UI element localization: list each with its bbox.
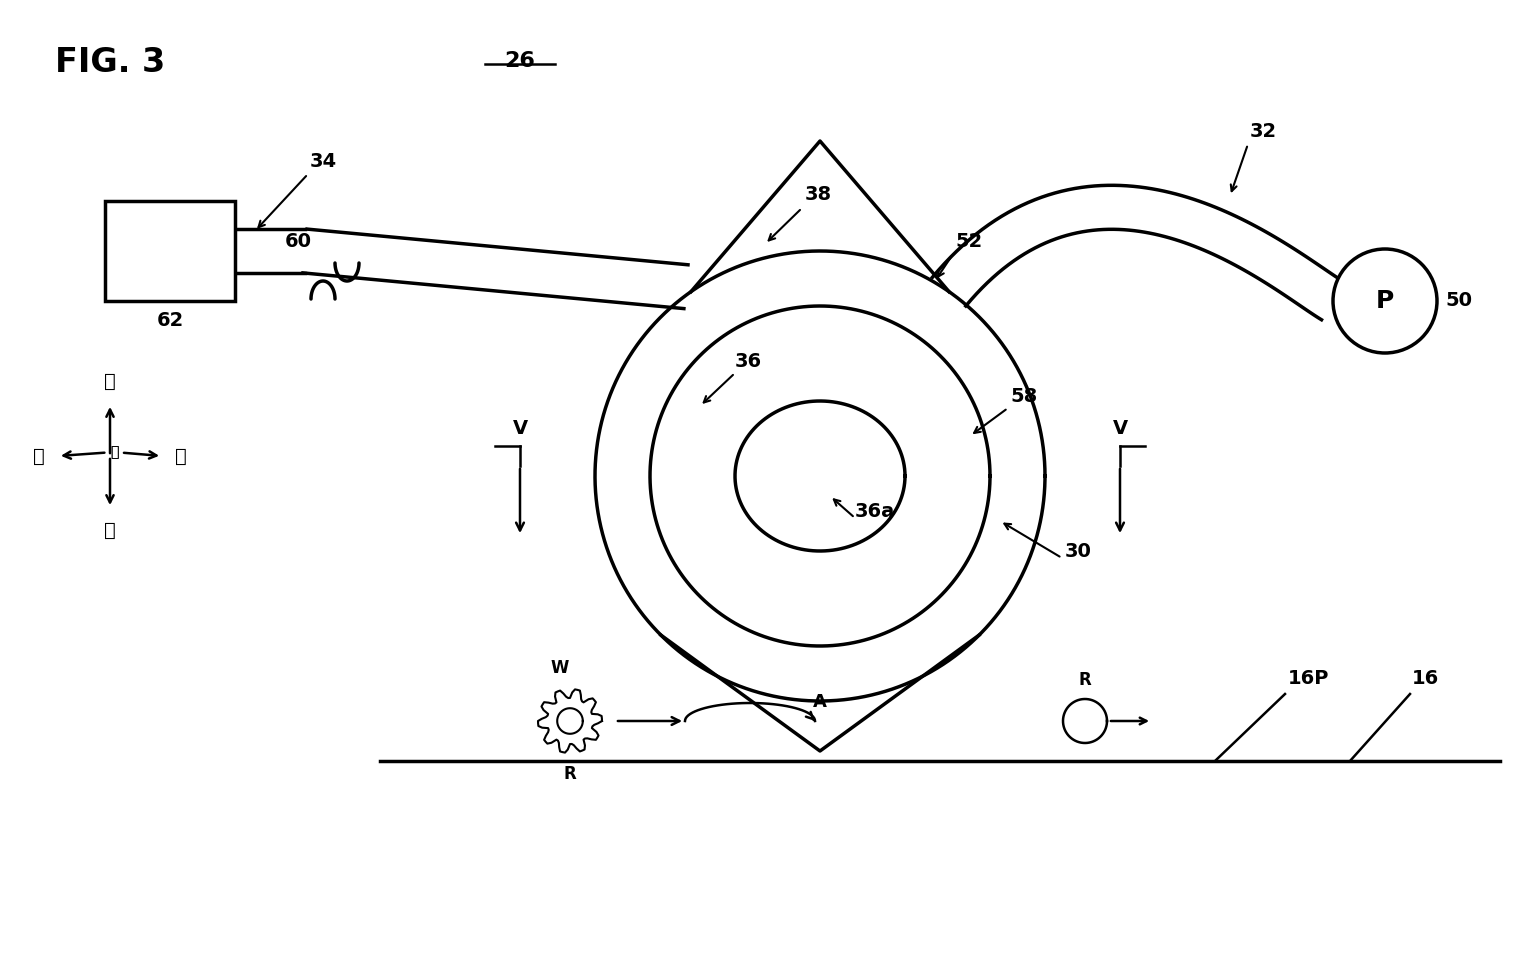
Text: A: A [813, 693, 827, 711]
Text: 36: 36 [735, 352, 762, 371]
Text: 16P: 16P [1288, 669, 1330, 688]
Text: 58: 58 [1010, 387, 1037, 406]
Text: 52: 52 [954, 232, 982, 251]
Text: R: R [1079, 671, 1091, 689]
Text: 16: 16 [1413, 669, 1439, 688]
Text: 50: 50 [1445, 292, 1472, 311]
Text: 34: 34 [310, 152, 337, 171]
Text: 60: 60 [284, 232, 312, 251]
Text: 上: 上 [63, 445, 118, 459]
Text: 30: 30 [1065, 542, 1091, 561]
Text: 上: 上 [105, 372, 115, 391]
Text: 36a: 36a [855, 502, 895, 521]
Text: 下: 下 [105, 521, 115, 540]
Text: 62: 62 [157, 311, 183, 330]
Text: 後: 後 [175, 446, 188, 466]
Text: 前: 前 [111, 445, 157, 459]
Text: 下: 下 [34, 446, 45, 466]
Text: W: W [550, 659, 569, 677]
Text: V: V [512, 419, 527, 438]
Text: P: P [1376, 289, 1394, 313]
Text: 32: 32 [1250, 122, 1277, 141]
Text: 26: 26 [504, 51, 535, 71]
Text: V: V [1113, 419, 1128, 438]
Text: R: R [564, 765, 576, 783]
Text: 38: 38 [805, 185, 832, 204]
Text: FIG. 3: FIG. 3 [55, 46, 166, 79]
Bar [105, 201, 235, 301]
Circle shape [1333, 249, 1437, 353]
